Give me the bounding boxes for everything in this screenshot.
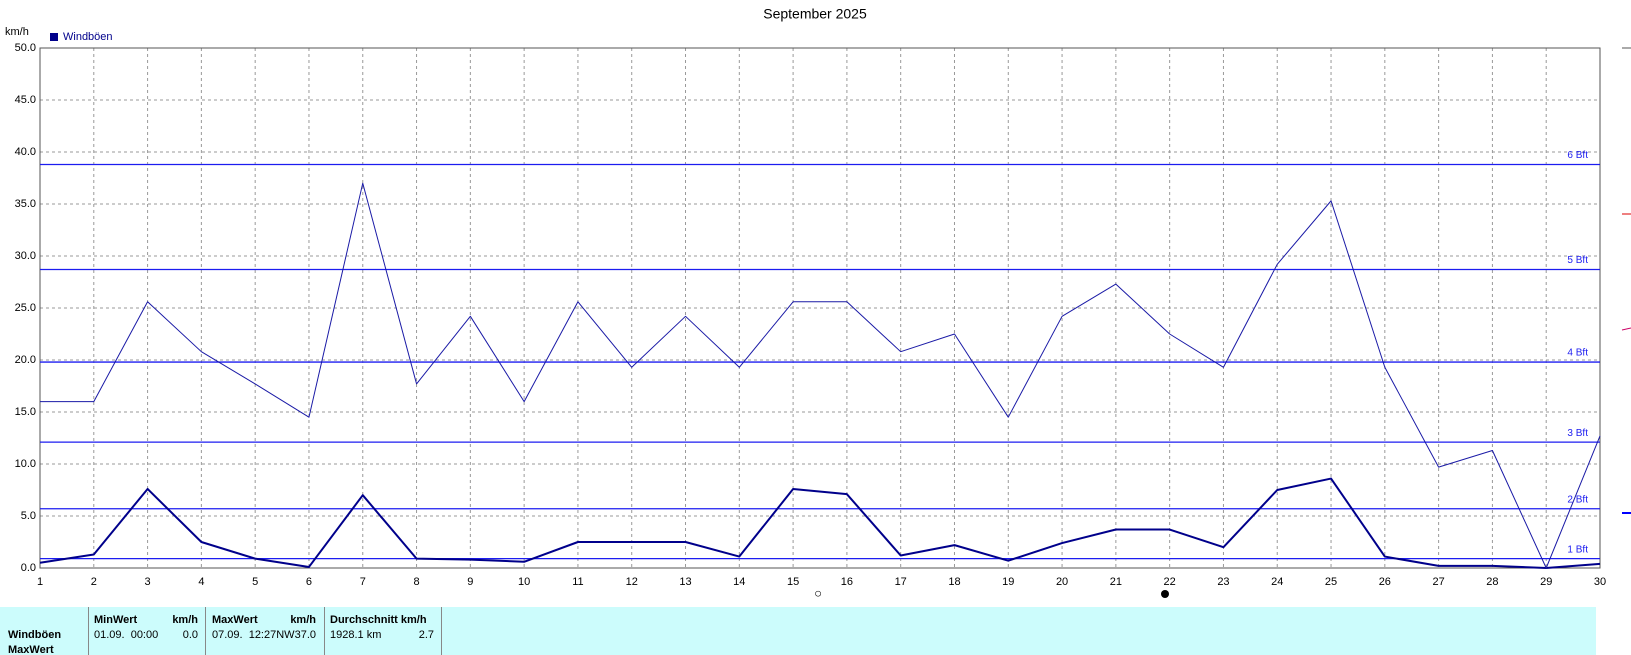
x-tick-label: 28 xyxy=(1486,576,1498,588)
beaufort-label: 5 Bft xyxy=(1567,255,1588,266)
table-cell: 2.7 xyxy=(418,629,434,641)
x-tick-label: 26 xyxy=(1379,576,1391,588)
x-tick-label: 18 xyxy=(948,576,960,588)
chart-title: September 2025 xyxy=(763,6,867,22)
table-cell: MinWert xyxy=(94,614,138,626)
moon-new xyxy=(1161,590,1169,598)
table-cell: Windböen xyxy=(8,629,62,641)
separator xyxy=(324,607,325,655)
x-tick-label: 15 xyxy=(787,576,799,588)
y-tick-label: 40.0 xyxy=(15,146,36,158)
legend-swatch xyxy=(50,33,58,41)
y-tick-label: 0.0 xyxy=(21,562,36,574)
beaufort-label: 6 Bft xyxy=(1567,150,1588,161)
beaufort-label: 2 Bft xyxy=(1567,494,1588,505)
x-tick-label: 7 xyxy=(360,576,366,588)
x-tick-label: 20 xyxy=(1056,576,1068,588)
beaufort-label: 1 Bft xyxy=(1567,544,1588,555)
separator xyxy=(441,607,442,655)
y-tick-label: 30.0 xyxy=(15,250,36,262)
x-tick-label: 16 xyxy=(841,576,853,588)
table-cell: km/h xyxy=(290,614,316,626)
beaufort-label: 4 Bft xyxy=(1567,348,1588,359)
x-tick-label: 6 xyxy=(306,576,312,588)
table-cell: 07.09. 12:27NW xyxy=(212,629,295,641)
y-tick-label: 15.0 xyxy=(15,406,36,418)
table-cell: 0.0 xyxy=(182,629,198,641)
x-tick-label: 22 xyxy=(1164,576,1176,588)
x-tick-label: 4 xyxy=(198,576,204,588)
x-tick-label: 30 xyxy=(1594,576,1606,588)
table-cell: MaxWert xyxy=(8,644,54,655)
separator xyxy=(88,607,89,655)
x-tick-label: 23 xyxy=(1217,576,1229,588)
table-cell: km/h xyxy=(172,614,198,626)
moon-full: ○ xyxy=(814,585,822,600)
table-cell: 01.09. 00:00 xyxy=(94,629,159,641)
x-tick-label: 14 xyxy=(733,576,745,588)
y-tick-label: 10.0 xyxy=(15,458,36,470)
y-tick-label: 20.0 xyxy=(15,354,36,366)
plot-frame xyxy=(39,47,1601,569)
x-tick-label: 29 xyxy=(1540,576,1552,588)
x-tick-label: 17 xyxy=(895,576,907,588)
separator xyxy=(205,607,206,655)
x-tick-label: 1 xyxy=(37,576,43,588)
x-tick-label: 24 xyxy=(1271,576,1283,588)
x-tick-label: 27 xyxy=(1432,576,1444,588)
y-tick-label: 25.0 xyxy=(15,302,36,314)
x-tick-label: 9 xyxy=(467,576,473,588)
y-axis-label: km/h xyxy=(5,26,29,38)
stats-table: Windböen MaxWert MinWert km/h MaxWert km/h Dur… xyxy=(0,607,1596,655)
series-line xyxy=(40,182,1601,569)
x-tick-label: 25 xyxy=(1325,576,1337,588)
x-tick-label: 8 xyxy=(413,576,419,588)
x-tick-label: 12 xyxy=(626,576,638,588)
legend-label: Windböen xyxy=(63,31,113,43)
beaufort-label: 3 Bft xyxy=(1567,428,1588,439)
table-cell: 37.0 xyxy=(294,629,316,641)
y-tick-label: 5.0 xyxy=(21,510,36,522)
x-tick-label: 2 xyxy=(91,576,97,588)
x-tick-label: 21 xyxy=(1110,576,1122,588)
series-line xyxy=(39,477,1601,569)
table-cell: 1928.1 km xyxy=(330,629,382,641)
table-cell: MaxWert xyxy=(212,614,258,626)
x-tick-label: 19 xyxy=(1002,576,1014,588)
x-tick-label: 13 xyxy=(679,576,691,588)
chart: September 2025 km/h ○ 0.0 5.0 10.0 15.0 20.0… xyxy=(5,6,1606,601)
y-tick-label: 45.0 xyxy=(15,94,36,106)
x-tick-label: 11 xyxy=(572,576,583,588)
x-tick-label: 3 xyxy=(145,576,151,588)
y-tick-label: 50.0 xyxy=(15,42,36,54)
x-tick-label: 5 xyxy=(252,576,258,588)
table-cell: Durchschnitt km/h xyxy=(330,614,427,626)
x-tick-label: 10 xyxy=(518,576,530,588)
y-tick-label: 35.0 xyxy=(15,198,36,210)
